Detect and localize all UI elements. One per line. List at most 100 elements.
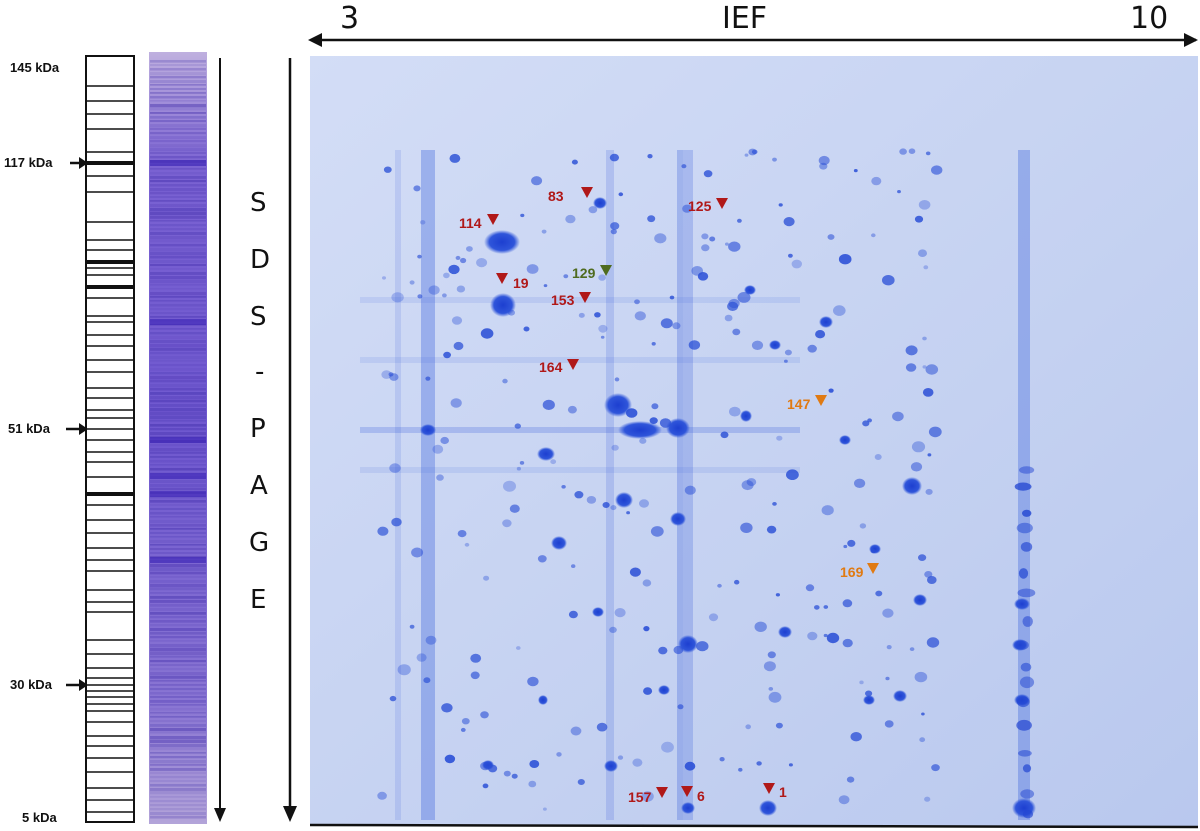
spot-label-83: 83 (548, 188, 564, 204)
protein-spot (448, 264, 460, 275)
protein-spot (884, 720, 894, 728)
lane-band (150, 360, 206, 362)
protein-spot (381, 370, 392, 379)
protein-spot (425, 635, 437, 645)
protein-spot (669, 295, 675, 300)
protein-spot (874, 454, 882, 460)
protein-spot (538, 695, 548, 705)
protein-spot (618, 192, 624, 197)
spot-annotation-1: 1 (763, 783, 787, 800)
lane-band (150, 288, 206, 290)
ief-start-label: 3 (340, 1, 359, 36)
lane-band (150, 292, 206, 296)
protein-spot (924, 571, 933, 578)
gel-streak (683, 150, 693, 820)
protein-spot (639, 437, 647, 444)
lane-band (150, 132, 206, 135)
lane-band (150, 712, 206, 714)
protein-spot (703, 170, 713, 178)
protein-spot (550, 459, 557, 465)
lane-band (150, 148, 206, 152)
protein-spot (805, 584, 815, 592)
protein-spot (592, 607, 604, 617)
protein-spot (1022, 616, 1033, 627)
protein-spot (428, 285, 440, 295)
protein-spot (870, 549, 876, 554)
gel-streak (395, 150, 401, 820)
spot-annotation-114: 114 (459, 214, 499, 231)
protein-spot (382, 276, 386, 280)
protein-spot (827, 234, 835, 240)
protein-spot (778, 203, 783, 207)
lane-band (150, 100, 206, 102)
protein-spot (893, 690, 907, 702)
protein-spot (551, 536, 567, 550)
protein-spot (523, 326, 530, 332)
protein-spot (842, 599, 853, 608)
protein-spot (922, 365, 927, 369)
lane-band (150, 716, 206, 718)
protein-spot (911, 441, 926, 453)
lane-band (150, 356, 206, 360)
protein-spot (588, 206, 598, 214)
lane-band (150, 524, 206, 527)
spot-label-157: 157 (628, 789, 652, 805)
protein-spot (892, 411, 904, 422)
protein-spot (1016, 522, 1033, 534)
lane-band (150, 424, 206, 427)
protein-spot (639, 499, 649, 508)
protein-spot (417, 254, 422, 259)
lane-band (150, 616, 206, 619)
protein-spot (647, 154, 653, 159)
protein-spot (738, 767, 743, 772)
lane-band (150, 280, 206, 284)
lane-band (150, 676, 206, 679)
lane-band (150, 628, 206, 631)
protein-spot (470, 653, 482, 663)
spot-marker-164-arrow-icon (567, 359, 579, 370)
protein-spot (772, 502, 777, 506)
lane-band (150, 504, 206, 506)
protein-spot (391, 517, 402, 527)
protein-spot (843, 544, 848, 549)
spot-marker-83-arrow-icon (581, 187, 593, 198)
gel-streaks (360, 150, 1030, 820)
protein-spot (411, 547, 424, 558)
protein-spot (818, 155, 830, 166)
protein-spot (918, 554, 927, 561)
lane-band (150, 488, 206, 491)
lane-band (150, 72, 206, 76)
protein-spot (838, 254, 852, 265)
lane-band (150, 496, 206, 499)
spot-annotation-164: 164 (539, 359, 579, 375)
protein-spot (681, 802, 695, 814)
lane-direction-arrow (214, 58, 226, 822)
lane-band (150, 264, 206, 267)
lane-band (150, 664, 206, 666)
lane-band (150, 437, 206, 443)
spot-label-19: 19 (513, 275, 529, 291)
spot-label-153: 153 (551, 292, 575, 308)
protein-spot (922, 336, 927, 341)
ief-axis: 3 IEF 10 (308, 1, 1198, 47)
protein-spot (528, 780, 537, 788)
protein-spot (908, 148, 916, 154)
protein-spot (529, 760, 540, 768)
lane-band (150, 252, 206, 256)
protein-spot (516, 466, 522, 471)
gel-streak (360, 297, 800, 303)
lane-band (150, 788, 206, 792)
protein-spot (1017, 588, 1036, 598)
lane-band (150, 592, 206, 594)
lane-band (150, 116, 206, 119)
lane-band (150, 420, 206, 422)
protein-spot (1014, 482, 1032, 491)
lane-band (150, 744, 206, 748)
lane-band (150, 500, 206, 503)
protein-spot (786, 469, 799, 481)
protein-spot (519, 461, 525, 465)
protein-spot (441, 703, 453, 713)
protein-spot (543, 807, 547, 811)
protein-spot (480, 711, 489, 719)
lane-band (150, 632, 206, 635)
